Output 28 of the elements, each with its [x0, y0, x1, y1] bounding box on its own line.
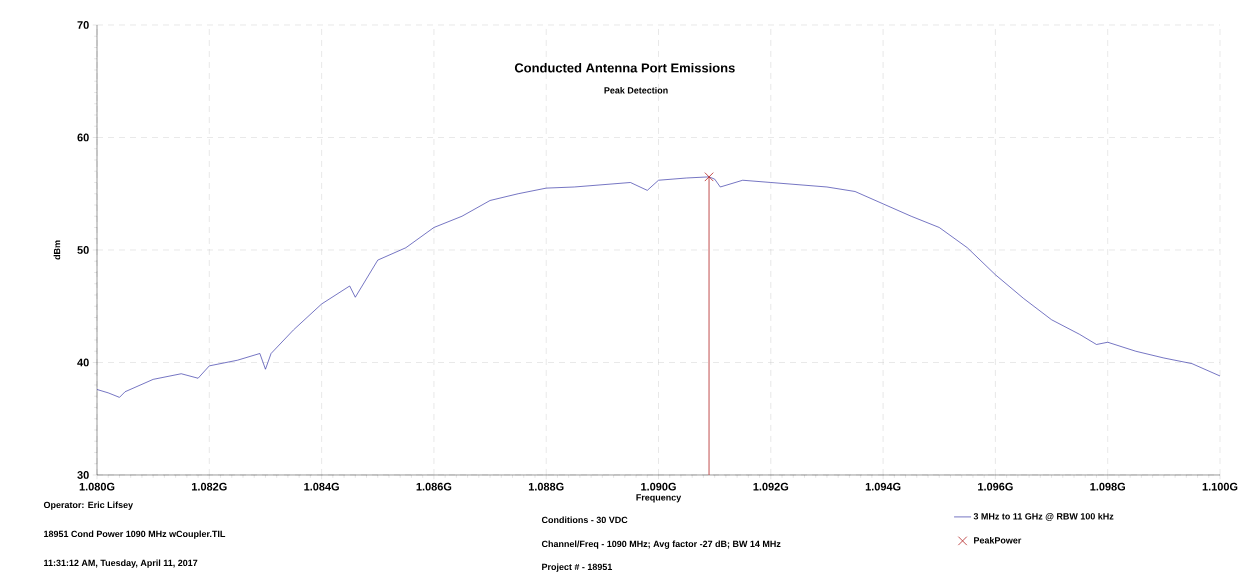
text: Operator: Eric Lifsey: [43, 501, 133, 510]
text: Conditions - 30 VDC: [541, 516, 628, 524]
x-tick-label: 1.084G: [304, 482, 339, 491]
y-tick-label: 40: [77, 358, 89, 367]
legend-label: 3 MHz to 11 GHz @ RBW 100 kHz: [973, 512, 1114, 521]
text: 11:31:12 AM, Tuesday, April 11, 2017: [44, 559, 198, 568]
x-tick-label: 1.088G: [528, 482, 564, 491]
text: 18951 Cond Power 1090 MHz wCoupler.TIL: [44, 530, 226, 539]
legend-label: PeakPower: [974, 536, 1022, 544]
text: Peak Detection: [604, 86, 668, 94]
y-tick-label: 60: [77, 133, 89, 142]
x-tick-label: 1.094G: [865, 482, 901, 491]
x-tick-label: 1.098G: [1090, 482, 1125, 491]
x-tick-label: 1.092G: [753, 482, 789, 491]
x-tick-label: 1.086G: [416, 482, 452, 491]
text: Project # - 18951: [542, 563, 613, 572]
y-tick-label: 30: [77, 471, 89, 479]
x-tick-label: 1.096G: [978, 482, 1013, 491]
x-tick-label: 1.080G: [79, 482, 115, 491]
y-axis-title: dBm: [53, 240, 61, 260]
x-tick-label: 1.100G: [1202, 482, 1238, 491]
text: Conducted Antenna Port Emissions: [514, 62, 735, 73]
x-axis-title: Frequency: [636, 494, 682, 503]
y-tick-label: 50: [77, 246, 89, 254]
x-tick-label: 1.090G: [641, 482, 676, 491]
text: Channel/Freq - 1090 MHz; Avg factor -27 dB; BW 14 MHz: [541, 540, 781, 549]
y-tick-label: 70: [77, 21, 89, 29]
x-tick-label: 1.082G: [192, 482, 227, 491]
